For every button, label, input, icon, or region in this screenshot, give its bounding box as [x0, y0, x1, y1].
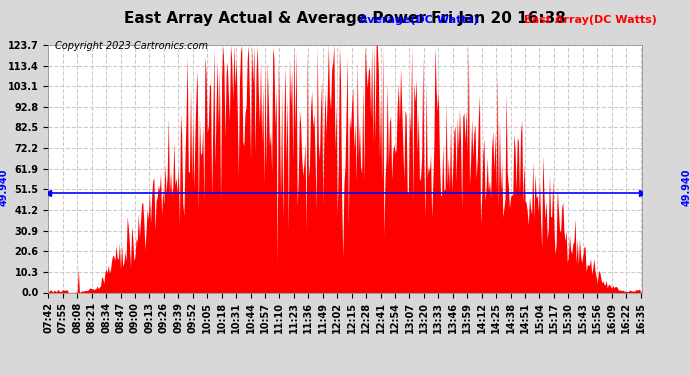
Text: Copyright 2023 Cartronics.com: Copyright 2023 Cartronics.com: [55, 41, 208, 51]
Text: 49.940: 49.940: [0, 169, 8, 206]
Text: Average(DC Watts): Average(DC Watts): [359, 15, 478, 25]
Text: East Array Actual & Average Power Fri Jan 20 16:38: East Array Actual & Average Power Fri Ja…: [124, 11, 566, 26]
Text: 49.940: 49.940: [682, 169, 690, 206]
Text: East Array(DC Watts): East Array(DC Watts): [524, 15, 658, 25]
